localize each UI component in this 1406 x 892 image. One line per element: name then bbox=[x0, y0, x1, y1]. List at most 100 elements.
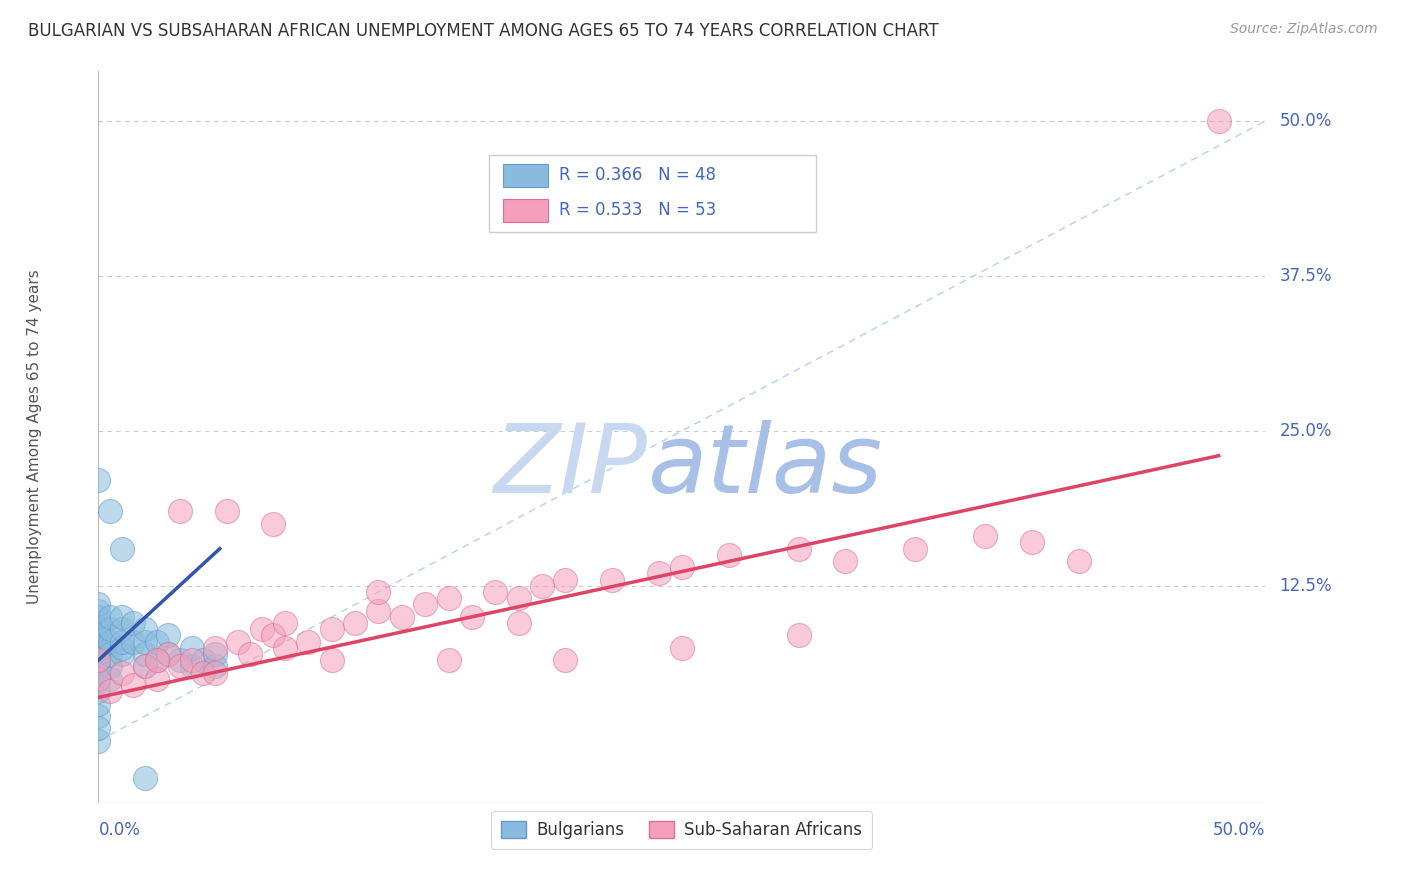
Point bbox=[157, 647, 180, 661]
Point bbox=[437, 653, 460, 667]
Point bbox=[146, 653, 169, 667]
Point bbox=[391, 610, 413, 624]
Point bbox=[250, 622, 273, 636]
Point bbox=[87, 598, 110, 612]
Point bbox=[98, 622, 121, 636]
Point bbox=[484, 585, 506, 599]
Point bbox=[169, 653, 191, 667]
Point bbox=[87, 659, 110, 673]
Point bbox=[344, 615, 367, 630]
Point bbox=[134, 634, 156, 648]
Text: 25.0%: 25.0% bbox=[1279, 422, 1331, 440]
Point bbox=[413, 598, 436, 612]
Point bbox=[111, 622, 134, 636]
Point bbox=[717, 548, 740, 562]
Point bbox=[169, 659, 191, 673]
Point bbox=[461, 610, 484, 624]
Text: 50.0%: 50.0% bbox=[1279, 112, 1331, 130]
Point bbox=[180, 653, 202, 667]
Point bbox=[180, 640, 202, 655]
Point bbox=[87, 653, 110, 667]
Point bbox=[111, 610, 134, 624]
Point bbox=[87, 622, 110, 636]
Point bbox=[134, 659, 156, 673]
Point bbox=[87, 672, 110, 686]
Point bbox=[787, 628, 810, 642]
Bar bbox=[489, 155, 815, 232]
Point bbox=[111, 647, 134, 661]
Point bbox=[146, 672, 169, 686]
Text: R = 0.366   N = 48: R = 0.366 N = 48 bbox=[560, 166, 717, 185]
Point bbox=[787, 541, 810, 556]
Point bbox=[530, 579, 553, 593]
Point bbox=[134, 647, 156, 661]
Point bbox=[974, 529, 997, 543]
Point bbox=[122, 634, 145, 648]
Point bbox=[834, 554, 856, 568]
Point bbox=[321, 653, 343, 667]
Point bbox=[228, 634, 250, 648]
Point bbox=[87, 610, 110, 624]
Point bbox=[367, 604, 389, 618]
Text: Unemployment Among Ages 65 to 74 years: Unemployment Among Ages 65 to 74 years bbox=[27, 269, 42, 605]
Point bbox=[262, 516, 284, 531]
Point bbox=[239, 647, 262, 661]
Point bbox=[367, 585, 389, 599]
Point bbox=[1021, 535, 1043, 549]
Point bbox=[321, 622, 343, 636]
Point bbox=[193, 665, 215, 680]
Point bbox=[87, 474, 110, 488]
Legend: Bulgarians, Sub-Saharan Africans: Bulgarians, Sub-Saharan Africans bbox=[492, 811, 872, 849]
Point bbox=[87, 647, 110, 661]
Point bbox=[98, 659, 121, 673]
Point bbox=[87, 628, 110, 642]
Point bbox=[87, 722, 110, 736]
Point bbox=[904, 541, 927, 556]
Text: 0.0%: 0.0% bbox=[98, 822, 141, 839]
Text: 37.5%: 37.5% bbox=[1279, 267, 1331, 285]
Point bbox=[1067, 554, 1090, 568]
Point bbox=[98, 610, 121, 624]
Point bbox=[87, 640, 110, 655]
Point bbox=[554, 573, 576, 587]
Point bbox=[87, 604, 110, 618]
Text: BULGARIAN VS SUBSAHARAN AFRICAN UNEMPLOYMENT AMONG AGES 65 TO 74 YEARS CORRELATI: BULGARIAN VS SUBSAHARAN AFRICAN UNEMPLOY… bbox=[28, 22, 939, 40]
Point bbox=[554, 653, 576, 667]
Point bbox=[122, 678, 145, 692]
Point bbox=[87, 615, 110, 630]
Point bbox=[111, 665, 134, 680]
Point bbox=[87, 734, 110, 748]
Point bbox=[87, 709, 110, 723]
Point bbox=[87, 684, 110, 698]
Point bbox=[98, 647, 121, 661]
Point bbox=[146, 634, 169, 648]
Point bbox=[204, 665, 226, 680]
Point bbox=[157, 647, 180, 661]
Point bbox=[508, 615, 530, 630]
Point bbox=[98, 634, 121, 648]
Point bbox=[508, 591, 530, 606]
Point bbox=[87, 634, 110, 648]
Point bbox=[87, 653, 110, 667]
Point bbox=[146, 653, 169, 667]
Point bbox=[87, 697, 110, 711]
Point bbox=[1208, 114, 1230, 128]
Text: 12.5%: 12.5% bbox=[1279, 577, 1331, 595]
Point bbox=[193, 653, 215, 667]
Point bbox=[274, 640, 297, 655]
Point bbox=[134, 622, 156, 636]
Point bbox=[169, 504, 191, 518]
Point bbox=[98, 504, 121, 518]
Text: Source: ZipAtlas.com: Source: ZipAtlas.com bbox=[1230, 22, 1378, 37]
Point bbox=[600, 573, 623, 587]
Point bbox=[134, 659, 156, 673]
Point bbox=[111, 541, 134, 556]
Point bbox=[180, 659, 202, 673]
Point bbox=[437, 591, 460, 606]
Point bbox=[122, 615, 145, 630]
Text: ZIP: ZIP bbox=[494, 420, 647, 513]
Point bbox=[134, 771, 156, 785]
Point bbox=[671, 640, 693, 655]
Point bbox=[111, 640, 134, 655]
Point bbox=[157, 628, 180, 642]
